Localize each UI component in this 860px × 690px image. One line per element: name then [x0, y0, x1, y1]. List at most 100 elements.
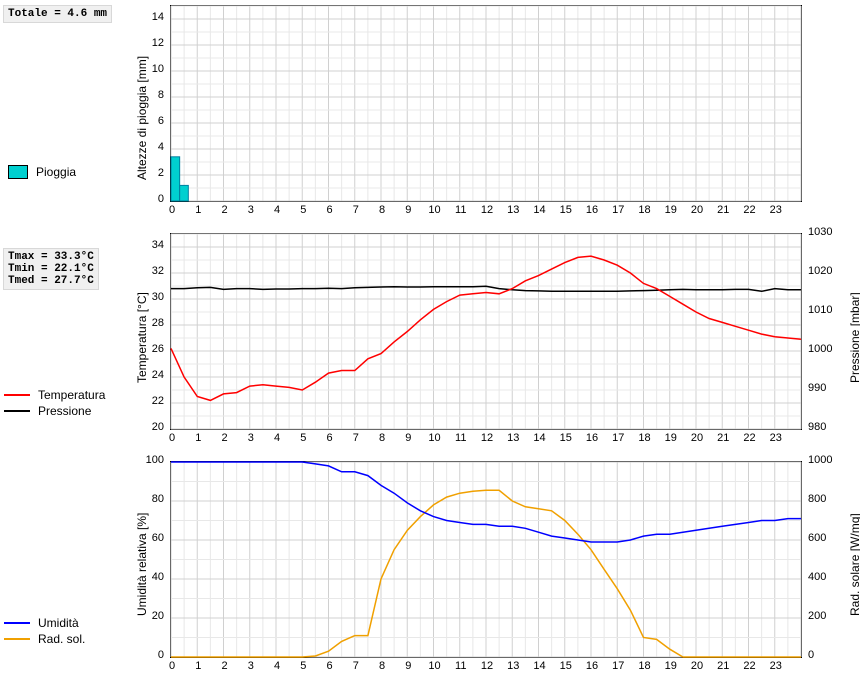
temp-pressure-chart: [170, 233, 802, 430]
x-tick: 20: [689, 204, 705, 216]
y-tick-left: 2: [158, 167, 164, 179]
y-tick-left: 32: [152, 265, 164, 277]
x-tick: 19: [663, 432, 679, 444]
temp-ylabel-right: Pressione [mbar]: [848, 292, 860, 383]
x-tick: 11: [453, 432, 469, 444]
x-tick: 2: [217, 660, 233, 672]
x-tick: 10: [427, 660, 443, 672]
x-tick: 17: [610, 432, 626, 444]
y-tick-left: 12: [152, 37, 164, 49]
y-tick-left: 26: [152, 343, 164, 355]
y-tick-right: 800: [808, 493, 826, 505]
x-tick: 5: [295, 432, 311, 444]
x-tick: 3: [243, 204, 259, 216]
x-tick: 7: [348, 432, 364, 444]
x-tick: 10: [427, 432, 443, 444]
x-tick: 1: [190, 432, 206, 444]
x-tick: 0: [164, 660, 180, 672]
legend-label: Pressione: [38, 404, 91, 418]
temp-stats-box: Tmax = 33.3°C Tmin = 22.1°C Tmed = 27.7°…: [3, 248, 99, 290]
x-tick: 16: [584, 660, 600, 672]
rain-legend: Pioggia: [8, 165, 76, 181]
x-tick: 22: [742, 204, 758, 216]
x-tick: 18: [637, 432, 653, 444]
legend-row: Pioggia: [8, 165, 76, 179]
humid-legend: Umidità Rad. sol.: [4, 616, 85, 648]
x-tick: 9: [400, 432, 416, 444]
x-tick: 21: [715, 660, 731, 672]
x-tick: 19: [663, 204, 679, 216]
x-tick: 5: [295, 204, 311, 216]
x-tick: 5: [295, 660, 311, 672]
x-tick: 14: [532, 432, 548, 444]
x-tick: 15: [558, 660, 574, 672]
x-tick: 4: [269, 204, 285, 216]
humid-ylabel-left: Umidità relativa [%]: [135, 513, 149, 616]
x-tick: 21: [715, 432, 731, 444]
y-tick-left: 24: [152, 369, 164, 381]
x-tick: 8: [374, 432, 390, 444]
legend-row: Pressione: [4, 404, 105, 418]
y-tick-right: 990: [808, 382, 826, 394]
y-tick-left: 60: [152, 532, 164, 544]
rain-ylabel: Altezze di pioggia [mm]: [135, 56, 149, 180]
x-tick: 18: [637, 660, 653, 672]
x-tick: 1: [190, 204, 206, 216]
y-tick-left: 10: [152, 63, 164, 75]
x-tick: 3: [243, 432, 259, 444]
rain-chart: [170, 5, 802, 202]
x-tick: 3: [243, 660, 259, 672]
y-tick-left: 20: [152, 610, 164, 622]
x-tick: 14: [532, 204, 548, 216]
y-tick-right: 200: [808, 610, 826, 622]
legend-row: Rad. sol.: [4, 632, 85, 646]
x-tick: 16: [584, 432, 600, 444]
y-tick-left: 20: [152, 421, 164, 433]
y-tick-left: 0: [158, 193, 164, 205]
x-tick: 6: [322, 432, 338, 444]
legend-swatch: [8, 165, 28, 179]
legend-line: [4, 394, 30, 396]
legend-line: [4, 410, 30, 412]
y-tick-left: 0: [158, 649, 164, 661]
y-tick-left: 6: [158, 115, 164, 127]
x-tick: 14: [532, 660, 548, 672]
y-tick-right: 600: [808, 532, 826, 544]
x-tick: 12: [479, 432, 495, 444]
y-tick-left: 100: [146, 454, 164, 466]
x-tick: 23: [768, 660, 784, 672]
x-tick: 15: [558, 432, 574, 444]
x-tick: 6: [322, 204, 338, 216]
legend-label: Pioggia: [36, 165, 76, 179]
x-tick: 21: [715, 204, 731, 216]
x-tick: 2: [217, 432, 233, 444]
y-tick-left: 80: [152, 493, 164, 505]
y-tick-right: 0: [808, 649, 814, 661]
y-tick-left: 40: [152, 571, 164, 583]
legend-row: Umidità: [4, 616, 85, 630]
y-tick-left: 30: [152, 291, 164, 303]
x-tick: 22: [742, 432, 758, 444]
x-tick: 2: [217, 204, 233, 216]
x-tick: 10: [427, 204, 443, 216]
x-tick: 0: [164, 204, 180, 216]
x-tick: 13: [505, 204, 521, 216]
x-tick: 7: [348, 660, 364, 672]
x-tick: 4: [269, 432, 285, 444]
x-tick: 0: [164, 432, 180, 444]
y-tick-right: 1010: [808, 304, 832, 316]
x-tick: 19: [663, 660, 679, 672]
x-tick: 9: [400, 204, 416, 216]
legend-row: Temperatura: [4, 388, 105, 402]
y-tick-left: 8: [158, 89, 164, 101]
x-tick: 9: [400, 660, 416, 672]
legend-label: Rad. sol.: [38, 632, 85, 646]
legend-line: [4, 638, 30, 640]
humid-ylabel-right: Rad. solare [W/mq]: [848, 513, 860, 616]
y-tick-left: 14: [152, 11, 164, 23]
x-tick: 1: [190, 660, 206, 672]
x-tick: 18: [637, 204, 653, 216]
y-tick-right: 1030: [808, 226, 832, 238]
x-tick: 6: [322, 660, 338, 672]
y-tick-right: 980: [808, 421, 826, 433]
